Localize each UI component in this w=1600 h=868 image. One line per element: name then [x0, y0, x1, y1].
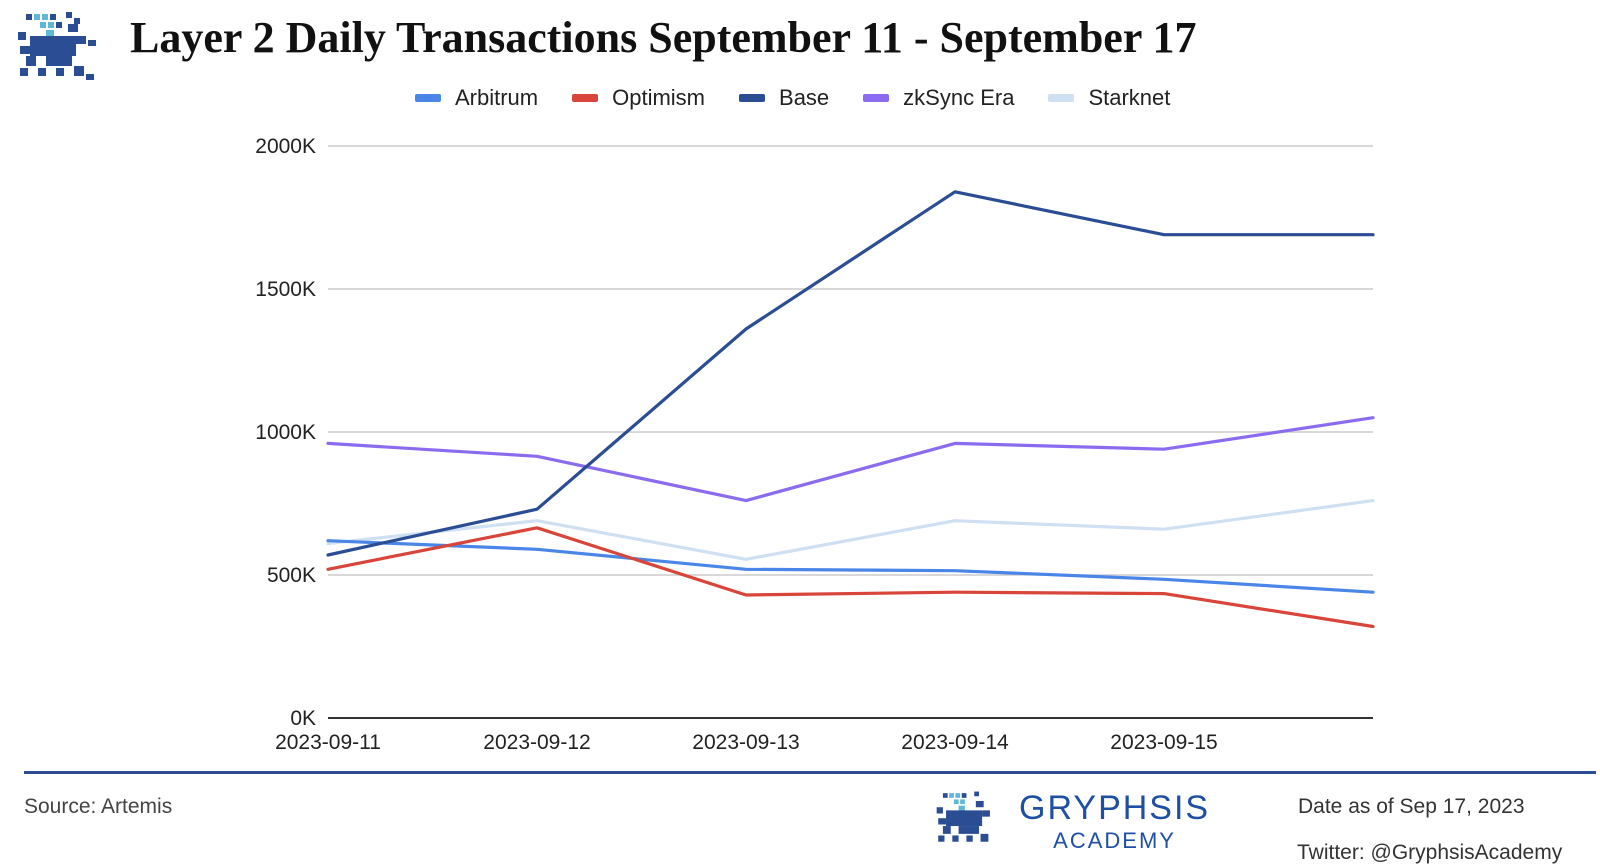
series-line-base — [326, 190, 1375, 557]
series-line-starknet — [326, 499, 1375, 561]
legend-item: zkSync Era — [863, 85, 1014, 111]
twitter-handle: Twitter: @GryphsisAcademy — [1297, 841, 1563, 864]
brand-subtitle: ACADEMY — [1053, 828, 1176, 853]
series-line-arbitrum — [326, 539, 1375, 594]
legend-swatch — [415, 94, 441, 102]
x-tick-label: 2023-09-15 — [1110, 731, 1217, 754]
y-tick-label: 0K — [290, 707, 316, 730]
y-tick-label: 500K — [267, 564, 316, 587]
legend-swatch — [572, 94, 599, 102]
legend-item: Starknet — [1048, 85, 1170, 111]
x-tick-label: 2023-09-14 — [901, 731, 1009, 754]
legend-label: Starknet — [1088, 85, 1171, 110]
legend-label: Base — [779, 85, 830, 110]
x-tick-label: 2023-09-12 — [483, 731, 590, 754]
x-tick-label: 2023-09-11 — [275, 731, 381, 754]
brand-block: GRYPHSIS ACADEMY — [935, 790, 1210, 854]
legend-swatch — [739, 94, 766, 102]
chart-legend: Arbitrum Optimism Base zkSync Era Starknet — [415, 84, 1204, 112]
brand-name: GRYPHSIS — [1019, 789, 1211, 827]
gryphon-logo-icon — [18, 12, 96, 80]
footer-divider — [24, 771, 1596, 774]
legend-label: Optimism — [612, 85, 706, 110]
line-chart: 0K 500K 1000K 1500K 2000K 2023-09-11 2023-09-1… — [255, 135, 1375, 754]
date-as-of: Date as of Sep 17, 2023 — [1298, 795, 1525, 818]
legend-item: Arbitrum — [415, 85, 538, 111]
y-tick-label: 2000K — [255, 135, 316, 158]
series-line-zksync-era — [326, 416, 1375, 503]
legend-swatch — [1048, 94, 1075, 102]
series-line-optimism — [326, 526, 1375, 629]
legend-label: zkSync Era — [903, 85, 1015, 110]
gryphon-logo-icon — [936, 791, 990, 842]
y-tick-label: 1000K — [255, 421, 316, 444]
legend-item: Optimism — [572, 85, 705, 111]
y-tick-label: 1500K — [255, 278, 316, 301]
legend-swatch — [863, 94, 890, 102]
x-tick-label: 2023-09-13 — [692, 731, 799, 754]
legend-label: Arbitrum — [455, 85, 539, 110]
legend-item: Base — [739, 85, 829, 111]
chart-title: Layer 2 Daily Transactions September 11 … — [130, 13, 1197, 62]
source-note: Source: Artemis — [24, 795, 173, 818]
